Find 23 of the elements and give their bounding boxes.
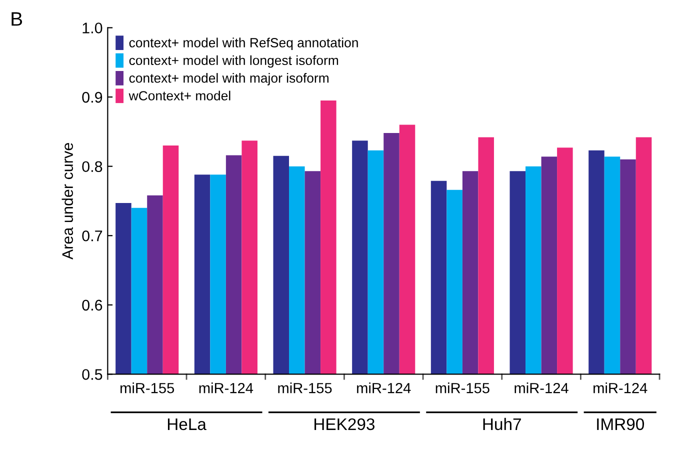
y-tick-label: 0.8: [82, 161, 102, 172]
x-tick-label: miR-124: [199, 382, 254, 394]
y-tick-label: 1.0: [82, 22, 102, 34]
text: Huh7: [483, 418, 521, 430]
text: IMR90: [597, 418, 644, 430]
legend-label: context+ model with major isoform: [129, 73, 328, 86]
y-tick-label: 0.5: [82, 369, 102, 380]
x-tick-label: miR-155: [278, 382, 332, 394]
text: HeLa: [168, 418, 206, 430]
x-tick-label: miR-124: [514, 382, 568, 394]
text: HEK293: [314, 418, 374, 430]
legend-label: context+ model with longest isoform: [129, 55, 338, 68]
y-tick-label: 0.7: [82, 230, 102, 242]
text: B: [12, 12, 22, 26]
legend-label: wContext+ model: [128, 90, 230, 100]
y-tick-label: 0.6: [82, 300, 102, 311]
x-tick-label: miR-155: [120, 382, 174, 394]
x-tick-label: miR-155: [436, 382, 490, 394]
y-tick-label: 0.9: [82, 92, 102, 103]
x-tick-label: miR-124: [357, 382, 411, 394]
x-tick-label: miR-124: [594, 382, 648, 394]
y-axis-title: Area under curve: [62, 143, 74, 260]
legend-label: context+ model with RefSeq annotation: [129, 38, 358, 50]
